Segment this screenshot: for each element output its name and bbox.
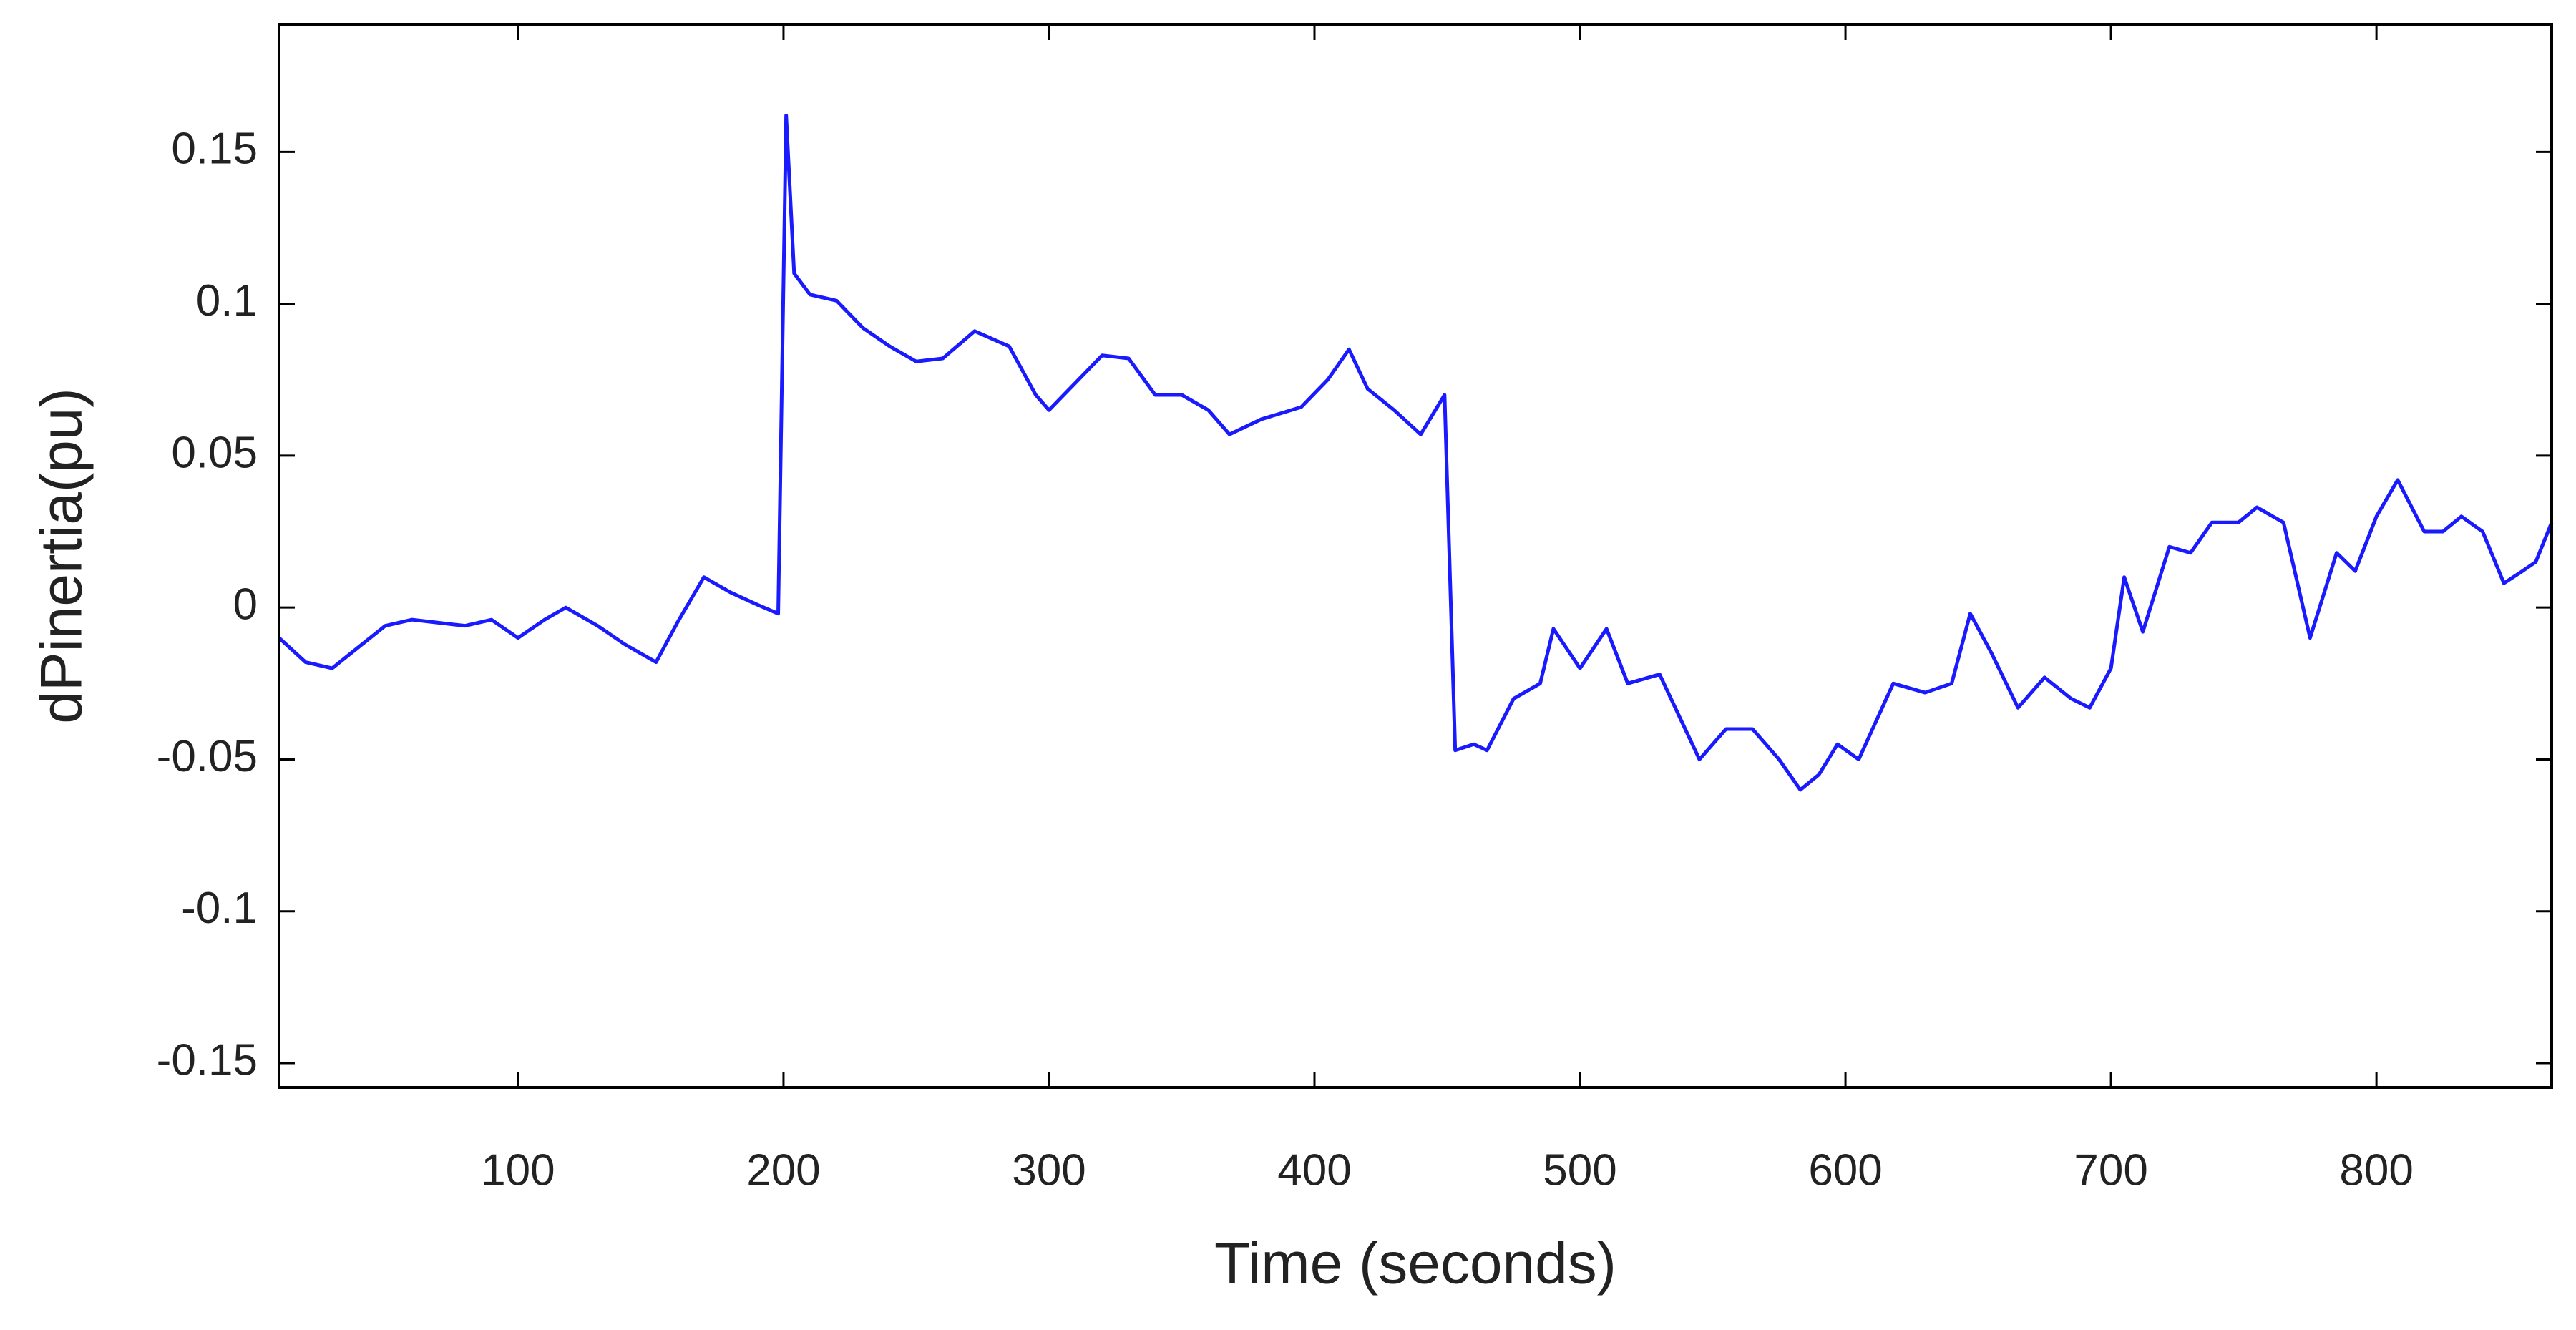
x-axis-title: Time (seconds) (1214, 1231, 1616, 1296)
y-tick-label: 0.05 (171, 428, 258, 477)
x-tick-label: 100 (481, 1145, 555, 1195)
x-tick-label: 800 (2339, 1145, 2413, 1195)
y-tick-label: 0.15 (171, 124, 258, 174)
y-tick-label: -0.15 (157, 1035, 258, 1085)
data-line (278, 113, 2554, 792)
x-tick-label: 500 (1543, 1145, 1616, 1195)
y-tick-label: 0 (233, 580, 258, 630)
x-tick-label: 600 (1808, 1145, 1882, 1195)
y-tick-label: -0.05 (157, 732, 258, 781)
plot-frame (278, 23, 2553, 1089)
x-tick-label: 200 (746, 1145, 820, 1195)
y-tick-label: 0.1 (196, 276, 258, 326)
y-tick-label: -0.1 (181, 884, 258, 933)
y-axis-title: dPinertia(pu) (29, 388, 94, 723)
x-tick-label: 700 (2074, 1145, 2147, 1195)
x-tick-label: 400 (1277, 1145, 1351, 1195)
x-tick-label: 300 (1012, 1145, 1085, 1195)
